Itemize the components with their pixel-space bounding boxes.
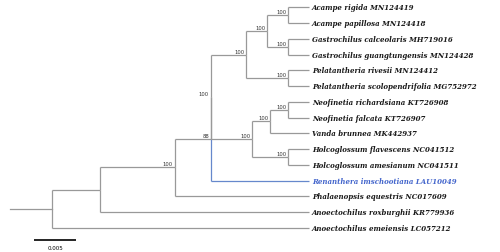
Text: 100: 100	[277, 42, 287, 46]
Text: 100: 100	[277, 104, 287, 109]
Text: 100: 100	[259, 116, 269, 121]
Text: Pelatantheria scolopendrifolia MG752972: Pelatantheria scolopendrifolia MG752972	[312, 83, 476, 91]
Text: 100: 100	[235, 49, 245, 54]
Text: 100: 100	[277, 10, 287, 15]
Text: 88: 88	[202, 133, 209, 138]
Text: Pelatantheria rivesii MN124412: Pelatantheria rivesii MN124412	[312, 67, 438, 75]
Text: Phalaenopsis equestris NC017609: Phalaenopsis equestris NC017609	[312, 193, 446, 200]
Text: 0.005: 0.005	[47, 245, 63, 250]
Text: Holcoglossum flavescens NC041512: Holcoglossum flavescens NC041512	[312, 145, 454, 153]
Text: Gastrochilus calceolaris MH719016: Gastrochilus calceolaris MH719016	[312, 36, 452, 44]
Text: Acampe papillosa MN124418: Acampe papillosa MN124418	[312, 20, 426, 28]
Text: Holcoglossum amesianum NC041511: Holcoglossum amesianum NC041511	[312, 161, 458, 169]
Text: Gastrochilus guangtungensis MN124428: Gastrochilus guangtungensis MN124428	[312, 51, 473, 59]
Text: 100: 100	[199, 91, 209, 97]
Text: Acampe rigida MN124419: Acampe rigida MN124419	[312, 4, 414, 12]
Text: Vanda brunnea MK442937: Vanda brunnea MK442937	[312, 130, 416, 138]
Text: Neofinetia richardsiana KT726908: Neofinetia richardsiana KT726908	[312, 99, 448, 106]
Text: 100: 100	[256, 26, 266, 31]
Text: 100: 100	[277, 151, 287, 156]
Text: 100: 100	[163, 162, 173, 167]
Text: Renanthera imschootiana LAU10049: Renanthera imschootiana LAU10049	[312, 177, 456, 185]
Text: Anoectochilus roxburghii KR779936: Anoectochilus roxburghii KR779936	[312, 208, 455, 216]
Text: 100: 100	[241, 134, 251, 139]
Text: Neofinetia falcata KT726907: Neofinetia falcata KT726907	[312, 114, 425, 122]
Text: 100: 100	[277, 73, 287, 78]
Text: Anoectochilus emeiensis LC057212: Anoectochilus emeiensis LC057212	[312, 224, 452, 232]
